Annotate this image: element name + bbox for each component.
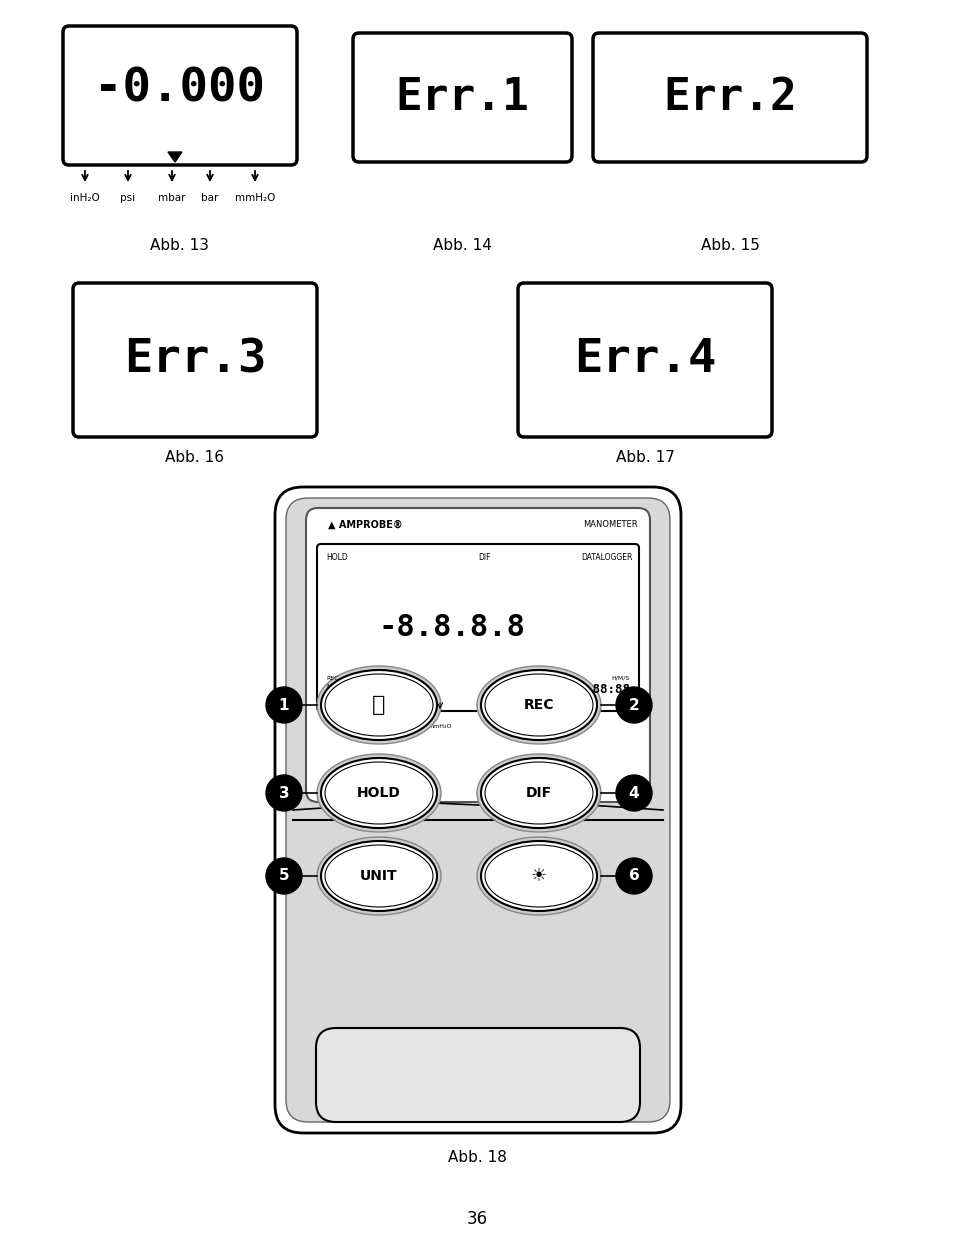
Text: 36: 36 [466,1210,487,1228]
Text: UNIT: UNIT [360,869,397,882]
Text: Abb. 17: Abb. 17 [615,450,674,465]
Text: Abb. 14: Abb. 14 [433,238,492,252]
Text: Err.1: Err.1 [395,76,529,119]
FancyBboxPatch shape [517,282,771,438]
Text: mbar: mbar [158,192,186,202]
Text: ⏻: ⏻ [372,695,385,715]
Text: Abb. 15: Abb. 15 [700,238,759,252]
Text: 5: 5 [278,869,289,884]
FancyBboxPatch shape [286,498,669,1122]
Text: Abb. 16: Abb. 16 [165,450,224,465]
Text: psi: psi [120,192,135,202]
Text: MIN: MIN [357,684,370,689]
Text: Err.4: Err.4 [573,338,716,382]
Text: Err.2: Err.2 [662,76,796,119]
FancyBboxPatch shape [315,1028,639,1122]
Text: H/M/S: H/M/S [611,675,629,680]
Text: DATALOGGER: DATALOGGER [581,552,633,562]
Ellipse shape [316,838,440,915]
Text: DIF: DIF [525,786,552,800]
Ellipse shape [480,758,597,828]
Text: 6: 6 [628,869,639,884]
Text: Abb. 18: Abb. 18 [447,1150,506,1165]
Ellipse shape [320,670,436,740]
FancyBboxPatch shape [63,26,296,165]
Circle shape [266,775,302,811]
Ellipse shape [316,754,440,833]
Text: 1: 1 [278,698,289,712]
Text: bar: bar [201,192,218,202]
Circle shape [616,775,651,811]
Ellipse shape [480,670,597,740]
Circle shape [616,858,651,894]
Ellipse shape [476,666,600,744]
Text: 88:88:88: 88:88:88 [569,682,629,696]
Text: 3: 3 [278,785,289,800]
Ellipse shape [320,841,436,911]
Text: mmH₂O: mmH₂O [427,724,452,729]
Text: MAX: MAX [326,684,339,689]
FancyBboxPatch shape [353,32,572,162]
Text: ▲ AMPROBE®: ▲ AMPROBE® [328,520,402,530]
Text: HOLD: HOLD [326,552,348,562]
Text: 2: 2 [628,698,639,712]
Ellipse shape [476,838,600,915]
Polygon shape [168,152,182,162]
Ellipse shape [316,666,440,744]
FancyBboxPatch shape [274,488,680,1132]
Text: -8.8.8.8: -8.8.8.8 [378,612,525,642]
Text: REC: REC [523,698,554,712]
Ellipse shape [480,841,597,911]
Text: Abb. 13: Abb. 13 [151,238,210,252]
Text: -0.000: -0.000 [94,66,265,111]
Circle shape [266,688,302,722]
Ellipse shape [476,754,600,833]
Text: inH₂O: inH₂O [71,192,100,202]
Text: mmH₂O: mmH₂O [234,192,274,202]
Circle shape [266,858,302,894]
Text: psi: psi [358,724,367,729]
Text: BAT: BAT [386,684,397,689]
FancyBboxPatch shape [593,32,866,162]
FancyBboxPatch shape [73,282,316,438]
Text: Err.3: Err.3 [124,338,266,382]
Ellipse shape [320,758,436,828]
Text: MANOMETER: MANOMETER [583,520,638,529]
Text: inH₂O: inH₂O [329,724,347,729]
Text: HOLD: HOLD [356,786,400,800]
Circle shape [616,688,651,722]
Text: ☀: ☀ [531,867,546,885]
FancyBboxPatch shape [306,508,649,802]
Text: 4: 4 [628,785,639,800]
Text: bar: bar [410,724,420,729]
FancyBboxPatch shape [316,544,639,711]
Text: DIF: DIF [477,552,490,562]
Text: mbar: mbar [381,724,398,729]
Text: REC: REC [326,676,338,681]
